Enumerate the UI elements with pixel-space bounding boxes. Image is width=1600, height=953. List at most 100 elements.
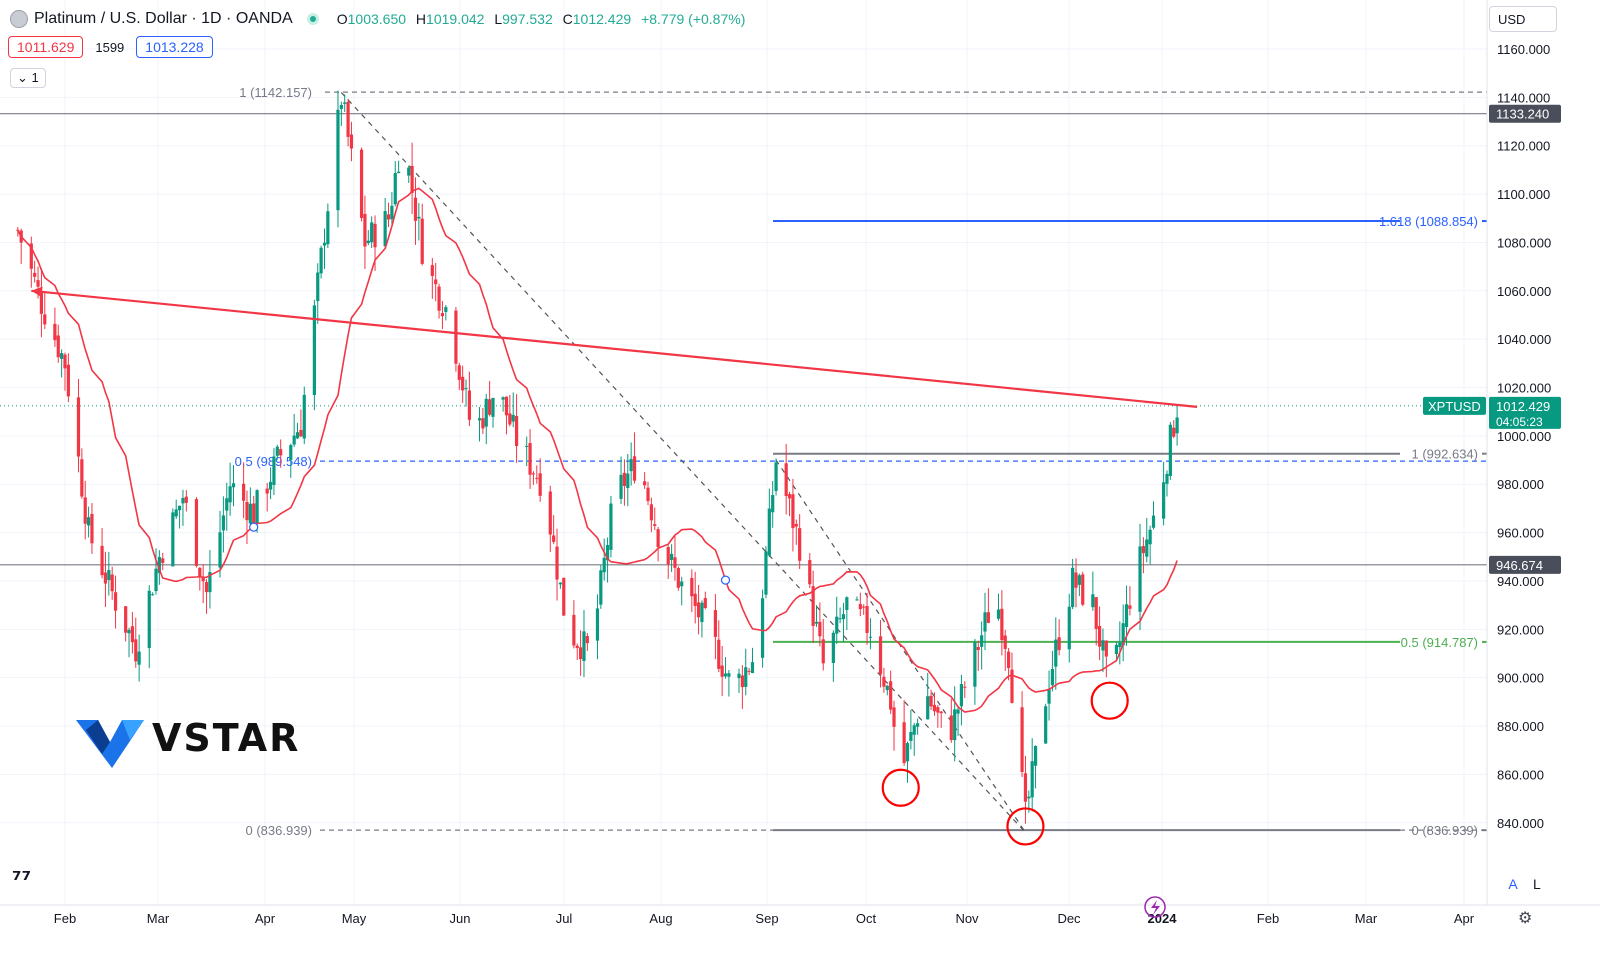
candle-down: [413, 197, 418, 221]
candle-up: [1091, 594, 1095, 608]
sell-button[interactable]: 1011.629: [8, 36, 84, 58]
low-circle-marker: [1006, 807, 1045, 846]
candle-down: [643, 481, 647, 486]
candle-down: [976, 646, 980, 651]
candle-up: [336, 109, 340, 211]
indicator-count: 1: [31, 70, 39, 85]
buy-button[interactable]: 1013.228: [136, 36, 213, 58]
close-value: 1012.429: [572, 11, 632, 27]
annotations: [31, 286, 1198, 846]
y-tick-label: 1120.000: [1497, 139, 1550, 154]
candle-up: [1101, 640, 1105, 651]
trendline: [775, 459, 1026, 833]
candle-up: [147, 590, 151, 649]
candle-up: [316, 272, 320, 302]
candle-down: [1172, 427, 1176, 437]
x-tick-label: Dec: [1057, 911, 1081, 926]
candle-down: [359, 149, 364, 218]
indicator-collapse-button[interactable]: ⌄ 1: [10, 68, 46, 88]
candle-down: [184, 496, 188, 503]
candle-up: [814, 621, 819, 624]
candle-up: [723, 673, 728, 677]
candle-down: [784, 463, 788, 496]
trendline: [340, 92, 1026, 833]
candle-up: [602, 557, 606, 573]
candle-down: [29, 243, 33, 269]
candle-up: [292, 435, 296, 445]
candle-up: [322, 242, 327, 246]
candle-up: [312, 305, 316, 395]
candle-up: [983, 612, 987, 632]
candle-down: [858, 604, 862, 610]
fib-right-label: 1.618 (1088.854): [1379, 214, 1478, 229]
candle-up: [868, 636, 873, 638]
candle-down: [986, 612, 990, 623]
candle-down: [1097, 626, 1102, 647]
candle-down: [535, 477, 539, 479]
candle-up: [272, 456, 276, 485]
candle-down: [703, 598, 707, 608]
candle-down: [1081, 574, 1085, 605]
candle-down: [204, 582, 209, 593]
fib-left-label: 0 (836.939): [246, 823, 313, 838]
candle-down: [798, 528, 802, 561]
level-tag: 946.674: [1496, 558, 1543, 573]
open-value: 1003.650: [347, 11, 407, 27]
level-tag-bg: [1489, 555, 1561, 574]
x-tick-label: Oct: [856, 911, 877, 926]
candle-down: [481, 418, 485, 429]
candle-up: [1033, 745, 1038, 766]
candle-down: [963, 686, 967, 688]
auto-scale-button[interactable]: A: [1508, 876, 1518, 892]
candle-down: [124, 606, 128, 633]
candle-down: [579, 647, 583, 660]
candle-up: [885, 685, 889, 691]
lightning-icon[interactable]: [1144, 896, 1166, 918]
fib-right-label: 1 (992.634): [1412, 447, 1479, 462]
candle-up: [157, 556, 161, 573]
candle-up: [841, 614, 846, 620]
candle-up: [525, 445, 529, 447]
candle-up: [86, 517, 91, 526]
candles: [16, 90, 1179, 824]
candle-up: [127, 629, 131, 634]
time-axis[interactable]: Feb Mar Apr May Jun Jul Aug Sep Oct Nov Dec 2024 Feb…: [0, 904, 1600, 926]
price-axis[interactable]: 1160.000 1140.000 1120.000 1100.000 1080.000…: [1423, 0, 1561, 905]
candle-up: [771, 495, 775, 513]
candle-down: [514, 416, 519, 447]
currency-select[interactable]: USD: [1489, 6, 1557, 32]
tradingview-logo-icon[interactable]: ⁷⁷: [12, 868, 32, 893]
x-tick-label: Apr: [255, 911, 276, 926]
candle-up: [444, 307, 448, 312]
candle-up: [326, 211, 330, 245]
y-tick-label: 1100.000: [1497, 187, 1550, 202]
candle-up: [393, 173, 397, 205]
candle-down: [531, 473, 536, 475]
x-tick-label: Aug: [649, 911, 672, 926]
candle-down: [457, 365, 461, 380]
candle-up: [996, 609, 1001, 619]
gear-icon[interactable]: ⚙: [1518, 910, 1533, 927]
log-scale-button[interactable]: L: [1532, 876, 1541, 892]
arrow-head-icon: [31, 286, 43, 298]
candle-up: [221, 515, 225, 531]
candle-down: [528, 443, 532, 475]
candle-down: [90, 513, 94, 544]
candle-up: [268, 481, 273, 490]
candle-down: [83, 497, 87, 524]
candle-down: [508, 413, 512, 425]
candle-up: [1162, 482, 1166, 519]
countdown-label: 04:05:23: [1496, 415, 1543, 429]
candle-up: [1071, 567, 1075, 608]
symbol-title[interactable]: Platinum / U.S. Dollar · 1D · OANDA: [34, 10, 293, 27]
fibonacci-levels: 1 (1142.157)0.5 (989.548)0 (836.939)1.61…: [235, 85, 1487, 838]
candle-up: [973, 642, 977, 687]
low-circle-marker: [1090, 681, 1129, 720]
candle-down: [36, 280, 40, 287]
candle-down: [939, 711, 943, 714]
candle-up: [916, 723, 920, 727]
candle-up: [926, 696, 930, 720]
candle-down: [1007, 651, 1011, 669]
candle-up: [255, 490, 259, 524]
